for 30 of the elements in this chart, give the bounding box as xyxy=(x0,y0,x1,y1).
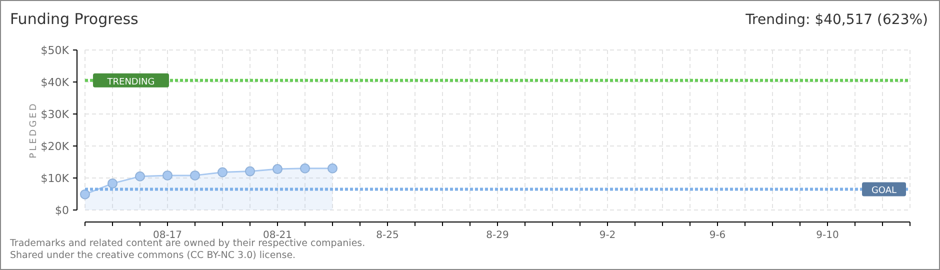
point xyxy=(272,164,282,174)
y-tick-label: $50K xyxy=(40,44,70,57)
y-tick-label: $0 xyxy=(55,204,69,217)
x-tick-label: 9-2 xyxy=(599,230,616,241)
x-tick-label: 9-6 xyxy=(709,230,726,241)
y-tick-label: $20K xyxy=(40,140,70,153)
x-tick-label: 8-29 xyxy=(486,230,509,241)
point xyxy=(190,170,200,180)
point xyxy=(162,170,172,180)
point xyxy=(135,171,145,182)
text: Trending: $40,517 (623%) xyxy=(744,12,928,28)
point xyxy=(328,163,338,174)
point xyxy=(218,167,228,178)
point xyxy=(300,163,310,174)
point xyxy=(245,166,255,176)
y-tick-label: $30K xyxy=(40,108,70,121)
y-axis-title: PLEDGED xyxy=(29,102,39,158)
y-tick-label: $10K xyxy=(40,172,70,185)
text: Trademarks and related content are owned by their respective companies. xyxy=(9,238,366,249)
x-tick-label: 9-10 xyxy=(816,230,839,241)
text: Shared under the creative commons (CC BY-NC 3.0) license. xyxy=(10,250,296,261)
point xyxy=(80,189,90,200)
x-tick-label: 08-21 xyxy=(262,230,292,241)
point xyxy=(108,178,118,188)
x-tick-label: 8-25 xyxy=(376,230,399,241)
x-tick-label: 08-17 xyxy=(152,230,182,241)
chart-title: Funding Progress xyxy=(10,10,139,28)
ref-line-label: TRENDING xyxy=(106,77,155,88)
ref-line-label: GOAL xyxy=(871,186,897,196)
y-tick-label: $40K xyxy=(40,76,70,89)
